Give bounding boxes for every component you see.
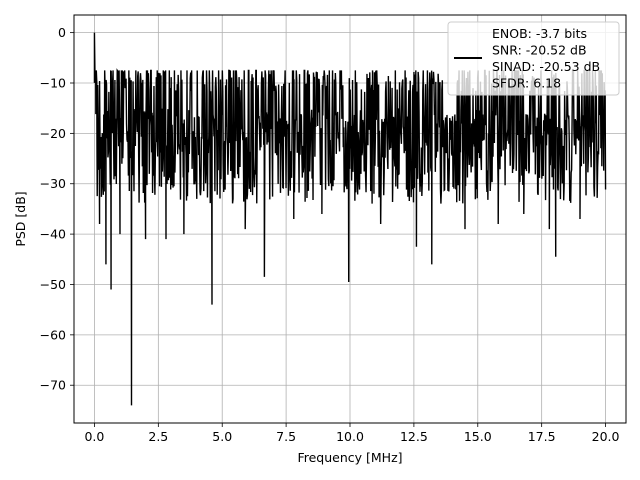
x-tick-label: 17.5 [528,429,556,444]
x-axis-label: Frequency [MHz] [297,450,402,465]
y-tick-label: −40 [40,227,66,242]
series-layer [93,32,607,406]
x-tick-label: 10.0 [336,429,364,444]
x-axis: 0.0 2.5 5.0 7.5 10.0 12.5 15.0 17.5 20.0 [84,423,620,444]
x-tick-label: 20.0 [592,429,620,444]
y-tick-label: −70 [40,378,66,393]
y-axis-label: PSD [dB] [13,191,28,246]
x-tick-label: 15.0 [464,429,492,444]
y-tick-label: 0 [58,25,66,40]
x-tick-label: 2.5 [148,429,168,444]
legend-box [447,21,620,96]
psd-series-line [93,32,607,406]
legend-entry-snr: SNR: -20.52 dB [492,43,587,58]
legend-entry-sinad: SINAD: -20.53 dB [492,59,600,74]
y-tick-label: −20 [40,126,66,141]
y-axis: 0 −10 −20 −30 −40 −50 −60 −70 [40,25,74,393]
x-tick-label: 12.5 [400,429,428,444]
y-tick-label: −10 [40,76,66,91]
legend-entry-sfdr: SFDR: 6.18 [492,76,561,91]
x-tick-label: 5.0 [212,429,232,444]
y-tick-label: −30 [40,176,66,191]
y-tick-label: −60 [40,327,66,342]
x-tick-label: 0.0 [84,429,104,444]
y-tick-label: −50 [40,277,66,292]
x-tick-label: 7.5 [276,429,296,444]
legend-entry-enob: ENOB: -3.7 bits [492,26,587,41]
legend: ENOB: -3.7 bits SNR: -20.52 dB SINAD: -2… [447,21,620,96]
